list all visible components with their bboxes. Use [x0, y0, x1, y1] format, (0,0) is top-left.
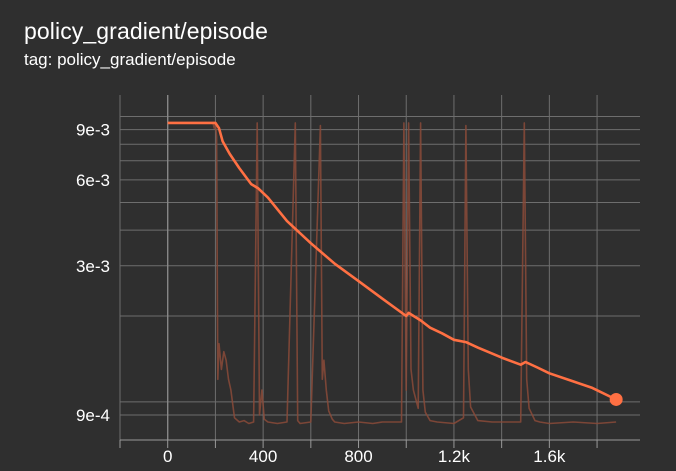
x-tick-label: 1.6k [533, 447, 566, 466]
x-tick-label: 400 [249, 447, 277, 466]
card-title: policy_gradient/episode [24, 18, 268, 44]
last-point-marker[interactable] [609, 392, 623, 406]
x-tick-label: 800 [344, 447, 372, 466]
y-tick-label: 6e-3 [76, 171, 110, 190]
x-tick-label: 0 [163, 447, 172, 466]
y-tick-label: 9e-3 [76, 121, 110, 140]
x-tick-label: 1.2k [438, 447, 471, 466]
card-tag: tag: policy_gradient/episode [24, 50, 236, 69]
raw-series-line [167, 122, 617, 425]
smoothed-series-line [167, 121, 617, 401]
y-tick-label: 9e-4 [76, 406, 110, 425]
y-tick-label: 3e-3 [76, 257, 110, 276]
